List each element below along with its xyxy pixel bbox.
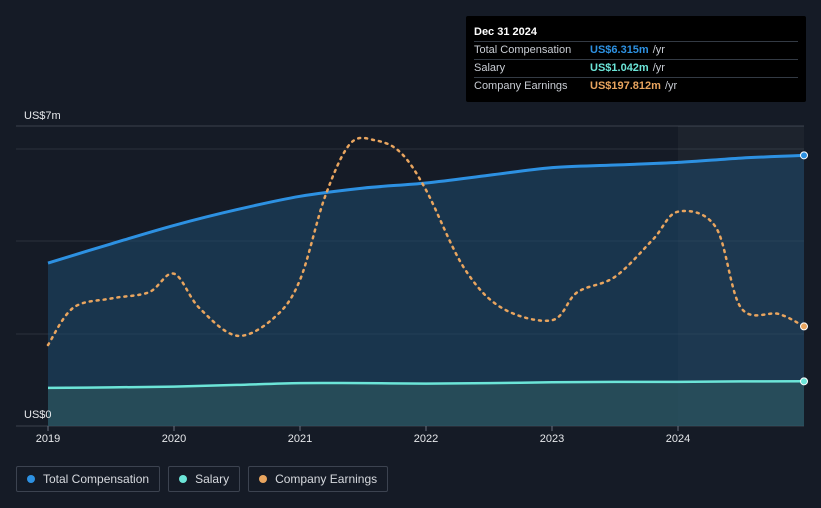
tooltip-row-salary: Salary US$1.042m /yr [474, 59, 798, 77]
legend-item-company-earnings[interactable]: Company Earnings [248, 466, 389, 492]
tooltip-date: Dec 31 2024 [474, 26, 537, 38]
legend-label: Salary [195, 472, 230, 486]
chart-legend: Total Compensation Salary Company Earnin… [16, 466, 389, 492]
tooltip-value: US$1.042m [590, 62, 649, 74]
legend-dot-icon [259, 475, 268, 483]
salary-line[interactable] [47, 380, 805, 390]
tooltip-value: US$197.812m [590, 80, 661, 92]
legend-item-total-compensation[interactable]: Total Compensation [16, 466, 161, 492]
tooltip-label: Company Earnings [474, 80, 568, 92]
x-tick-label-2022: 2022 [414, 433, 438, 445]
legend-label: Total Compensation [43, 472, 150, 486]
tooltip-unit: /yr [652, 44, 665, 56]
tooltip-row-company-earnings: Company Earnings US$197.812m /yr [474, 77, 798, 95]
tooltip-row-total-compensation: Total Compensation US$6.315m /yr [474, 41, 798, 59]
tooltip-unit: /yr [664, 80, 678, 92]
tooltip-label: Total Compensation [474, 44, 572, 56]
company-earnings-end-marker[interactable] [800, 322, 808, 331]
salary-area [48, 381, 804, 426]
total-compensation-end-marker[interactable] [800, 151, 808, 160]
x-tick-label-2021: 2021 [288, 433, 312, 445]
legend-dot-icon [179, 475, 188, 483]
data-tooltip: Dec 31 2024 Total Compensation US$6.315m… [466, 16, 806, 102]
salary-end-marker[interactable] [800, 377, 808, 386]
x-tick-label-2019: 2019 [36, 433, 60, 445]
y-axis-min-label: US$0 [24, 409, 52, 421]
total-compensation-area [48, 155, 804, 426]
company-earnings-line[interactable] [46, 136, 806, 347]
legend-dot-icon [27, 475, 35, 483]
total-compensation-line[interactable] [47, 153, 805, 265]
legend-item-salary[interactable]: Salary [168, 466, 241, 492]
tooltip-unit: /yr [652, 62, 665, 74]
x-tick-label-2024: 2024 [666, 433, 690, 445]
x-tick-label-2020: 2020 [162, 433, 186, 445]
tooltip-label: Salary [474, 62, 506, 74]
tooltip-value: US$6.315m [590, 44, 649, 56]
legend-label: Company Earnings [275, 472, 378, 486]
y-axis-max-label: US$7m [24, 110, 61, 122]
x-tick-label-2023: 2023 [540, 433, 564, 445]
